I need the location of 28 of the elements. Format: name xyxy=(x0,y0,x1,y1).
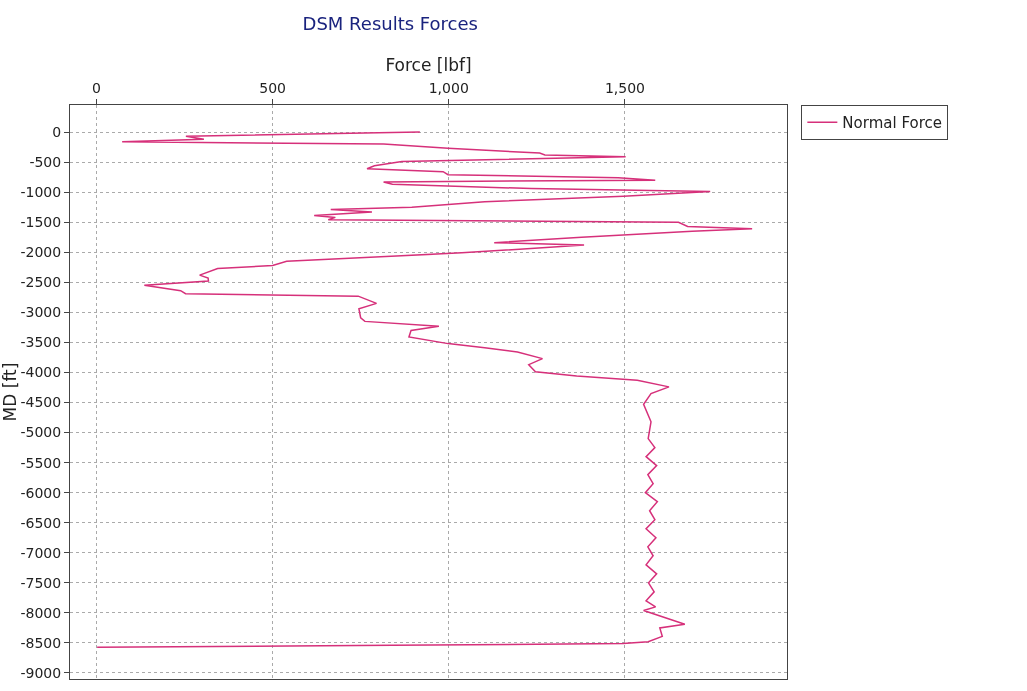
y-tick-label: -7000 xyxy=(20,544,62,561)
y-tick-label: -6000 xyxy=(20,484,62,501)
x-axis-title: Force [lbf] xyxy=(385,54,472,75)
y-tick-label: -4000 xyxy=(20,364,62,381)
y-tick-label: -7500 xyxy=(20,574,62,591)
y-tick-label: -8500 xyxy=(20,634,62,651)
legend-label: Normal Force xyxy=(842,114,942,133)
y-tick-label: -4500 xyxy=(20,394,62,411)
y-tick-label: -8000 xyxy=(20,604,62,621)
y-tick-label: -6500 xyxy=(20,514,62,531)
y-tick-label: -2500 xyxy=(20,274,62,291)
y-axis-title: MD [ft] xyxy=(0,362,20,422)
x-tick-label: 0 xyxy=(91,80,101,97)
y-tick-label: -500 xyxy=(29,154,62,170)
y-tick-label: -3000 xyxy=(20,304,62,321)
y-tick-label: -5500 xyxy=(20,454,62,471)
x-tick-label: 1,500 xyxy=(604,80,645,97)
line-series xyxy=(96,131,753,648)
y-tick-label: -5000 xyxy=(20,424,62,441)
x-tick-label: 500 xyxy=(259,80,286,97)
y-tick-label: -9000 xyxy=(20,664,62,681)
chart-title: DSM Results Forces xyxy=(302,12,478,34)
y-tick-label: 0 xyxy=(52,123,62,140)
y-tick-label: -2000 xyxy=(20,244,62,261)
y-tick-label: -3500 xyxy=(20,334,62,351)
y-tick-label: -1000 xyxy=(20,184,62,201)
y-tick-label: -1500 xyxy=(20,214,62,231)
x-tick-label: 1,000 xyxy=(428,80,469,97)
